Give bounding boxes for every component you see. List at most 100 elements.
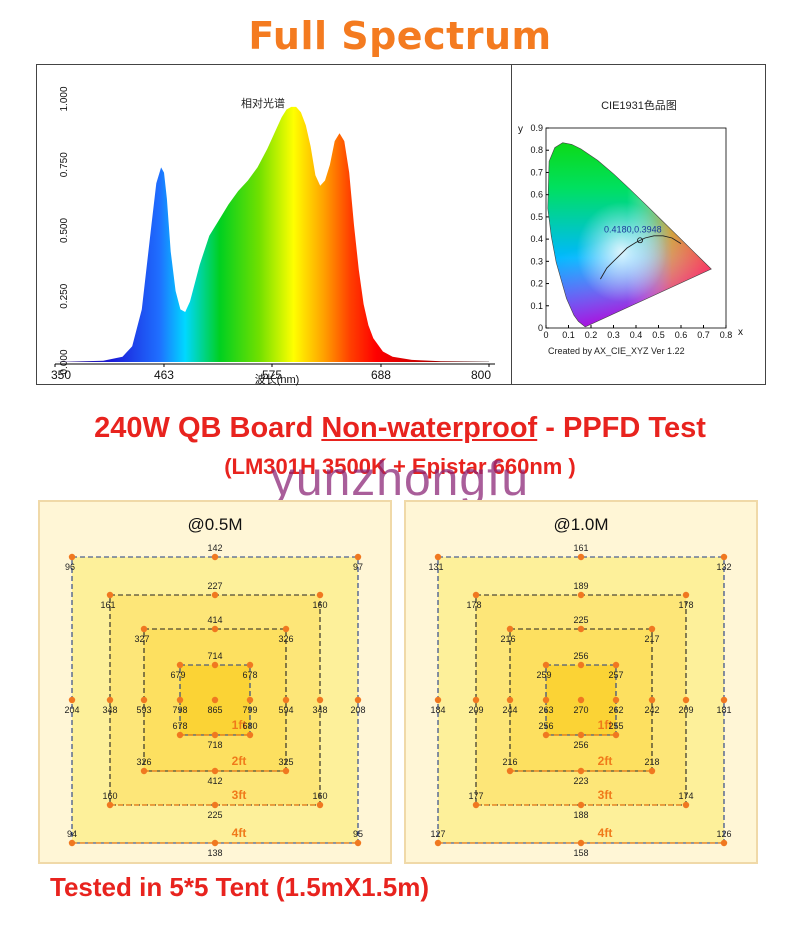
spectrum-y-tick-label: 0.250 <box>59 283 70 308</box>
cie-x-tick-label: 0.7 <box>697 330 710 340</box>
ppfd-point <box>316 696 324 704</box>
ppfd-value: 188 <box>573 810 588 820</box>
ppfd-value: 223 <box>573 776 588 786</box>
ppfd-point <box>354 839 362 847</box>
cie-x-tick-label: 0.1 <box>562 330 575 340</box>
ppfd-point <box>282 767 290 775</box>
ppfd-value: 216 <box>500 634 515 644</box>
ppfd-point <box>612 731 620 739</box>
zone-label-1ft: 1ft <box>232 718 247 732</box>
ppfd-point <box>282 625 290 633</box>
ppfd-value: 242 <box>644 705 659 715</box>
cie-y-tick-label: 0.9 <box>530 123 543 133</box>
ppfd-value: 262 <box>608 705 623 715</box>
cie-point <box>637 237 643 244</box>
ppfd-point <box>434 553 442 561</box>
ppfd-value: 96 <box>65 562 75 572</box>
ppfd-value: 127 <box>430 829 445 839</box>
ppfd-map-1.0m: 4ft 3ft 2ft 1ft @1.0M 131 132 126 127 161 181 158 18… <box>404 500 758 864</box>
ppfd-value: 184 <box>430 705 445 715</box>
ppfd-value: 678 <box>242 670 257 680</box>
zone-label-4ft: 4ft <box>598 826 613 840</box>
ppfd-point <box>106 801 114 809</box>
ppfd-point <box>682 591 690 599</box>
cie-x-tick-label: 0.8 <box>720 330 733 340</box>
ppfd-point <box>542 696 550 704</box>
ppfd-value: 138 <box>207 848 222 858</box>
ppfd-value: 209 <box>468 705 483 715</box>
ppfd-point <box>106 696 114 704</box>
ppfd-value: 216 <box>502 757 517 767</box>
ppfd-point <box>506 625 514 633</box>
ppfd-point <box>577 767 585 775</box>
ppfd-value: 158 <box>573 848 588 858</box>
page-title: Full Spectrum <box>248 14 552 58</box>
ppfd-point <box>211 553 219 561</box>
ppfd-point <box>682 801 690 809</box>
zone-label-4ft: 4ft <box>232 826 247 840</box>
spectrum-title: 相对光谱 <box>241 96 285 110</box>
ppfd-point <box>211 661 219 669</box>
ppfd-value-center: 270 <box>573 705 588 715</box>
cie-x-tick-label: 0.6 <box>675 330 688 340</box>
ppfd-value: 160 <box>102 791 117 801</box>
ppfd-value: 593 <box>136 705 151 715</box>
zone-label-3ft: 3ft <box>598 788 613 802</box>
ppfd-value-center: 865 <box>207 705 222 715</box>
cie-y-tick-label: 0.5 <box>530 212 543 222</box>
ppfd-value: 161 <box>100 600 115 610</box>
ppfd-point <box>434 839 442 847</box>
ppfd-point <box>140 767 148 775</box>
cie-x-tick-label: 0.3 <box>607 330 620 340</box>
ppfd-value: 256 <box>573 651 588 661</box>
ppfd-value: 326 <box>278 634 293 644</box>
ppfd-value: 679 <box>170 670 185 680</box>
ppfd-point <box>176 731 184 739</box>
cie-y-tick-label: 0.1 <box>530 301 543 311</box>
spectrum-area <box>55 106 489 363</box>
ppfd-value: 327 <box>134 634 149 644</box>
ppfd-point <box>612 696 620 704</box>
ppfd-value: 259 <box>536 670 551 680</box>
headline-underlined: Non-waterproof <box>321 412 538 444</box>
ppfd-point <box>211 839 219 847</box>
cie-x-tick-label: 0.2 <box>585 330 598 340</box>
ppfd-value: 217 <box>644 634 659 644</box>
cie-y-tick-label: 0.2 <box>530 279 543 289</box>
ppfd-value: 174 <box>678 791 693 801</box>
ppfd-value: 218 <box>644 757 659 767</box>
zone-label-3ft: 3ft <box>232 788 247 802</box>
cie-x-tick-label: 0.4 <box>630 330 643 340</box>
ppfd-value: 255 <box>608 721 623 731</box>
ppfd-point <box>282 696 290 704</box>
zone-label-1ft: 1ft <box>598 718 613 732</box>
cie-svg: CIE1931色品图 0 0.1 0.2 0.3 0.4 0.5 0.6 0.7 0.8 0 0.1… <box>518 98 743 356</box>
spectrum-chart: 相对光谱 350 463 575 688 800 0.000 0.250 0.500 0.750… <box>36 64 512 386</box>
spectrum-xlabel: 波长(nm) <box>255 373 300 386</box>
cie-x-tick-label: 0.5 <box>652 330 665 340</box>
cie-y-tick-label: 0.7 <box>530 167 543 177</box>
ppfd-value: 95 <box>353 829 363 839</box>
watermark: yunzhongfu <box>270 453 530 506</box>
ppfd-point <box>472 801 480 809</box>
ppfd-point <box>542 661 550 669</box>
ppfd-value: 225 <box>573 615 588 625</box>
zone-label-2ft: 2ft <box>232 754 247 768</box>
ppfd-value: 256 <box>573 740 588 750</box>
spectrum-svg: 相对光谱 350 463 575 688 8000.0000.2500.5000.750… <box>51 86 495 386</box>
ppfd-point <box>246 696 254 704</box>
ppfd-point <box>211 767 219 775</box>
ppfd-point <box>506 696 514 704</box>
ppfd-value: 348 <box>102 705 117 715</box>
spectrum-y-tick-label: 0.750 <box>59 152 70 177</box>
ppfd-value: 714 <box>207 651 222 661</box>
ppfd-subline: (LM301H 3500K + Epistar 660nm ) <box>224 454 576 479</box>
ppfd-point-center <box>211 696 219 704</box>
ppfd-point <box>720 553 728 561</box>
ppfd-point <box>211 731 219 739</box>
ppfd-value: 209 <box>678 705 693 715</box>
ppfd-value: 131 <box>428 562 443 572</box>
ppfd-point <box>176 696 184 704</box>
ppfd-point <box>506 767 514 775</box>
ppfd-point <box>354 553 362 561</box>
